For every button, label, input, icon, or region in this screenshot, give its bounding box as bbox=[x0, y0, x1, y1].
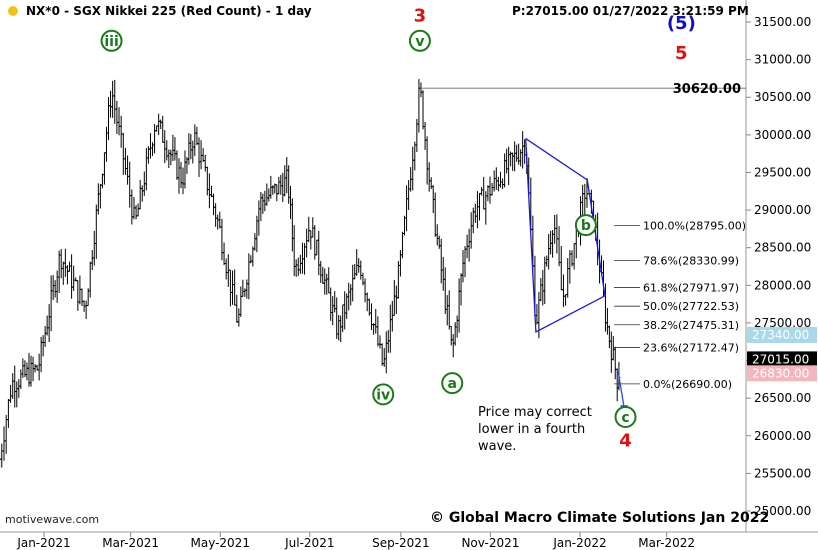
wave-label: 5 bbox=[675, 43, 688, 64]
chart-frame bbox=[0, 0, 818, 533]
fib-level-label: 23.6%(27172.47) bbox=[643, 342, 739, 355]
wave-label: 4 bbox=[619, 431, 632, 452]
wave-label: iii bbox=[104, 34, 118, 50]
price-tag-box bbox=[747, 365, 817, 382]
x-tick-label: Nov-2021 bbox=[461, 536, 519, 550]
price-tag-label: 27015.00 bbox=[752, 352, 809, 366]
symbol-status-dot bbox=[8, 6, 18, 16]
fib-level-label: 78.6%(28330.99) bbox=[643, 254, 739, 267]
annotation-line-2: lower in a fourth bbox=[478, 422, 585, 437]
triangle-pattern bbox=[525, 138, 606, 334]
fib-level-label: 100.0%(28795.00) bbox=[643, 219, 746, 232]
x-tick-label: Sep-2021 bbox=[372, 536, 430, 550]
y-tick-label: 29000.00 bbox=[754, 203, 811, 217]
y-tick-label: 31500.00 bbox=[754, 15, 811, 29]
wave-label-circle bbox=[100, 29, 123, 52]
price-bars bbox=[0, 79, 621, 468]
y-tick-label: 30000.00 bbox=[754, 128, 811, 142]
fib-level-label: 38.2%(27475.31) bbox=[643, 319, 739, 332]
y-tick-label: 28500.00 bbox=[754, 241, 811, 255]
wave-label: v bbox=[415, 34, 424, 50]
wave-label-circle bbox=[441, 372, 464, 395]
price-tag-label: 27340.00 bbox=[752, 328, 809, 342]
y-tick-label: 26500.00 bbox=[754, 391, 811, 405]
y-tick-label: 25000.00 bbox=[754, 504, 811, 518]
watermark-left: motivewave.com bbox=[5, 513, 99, 526]
annotation-line-3: wave. bbox=[478, 439, 516, 454]
wave-label: (5) bbox=[667, 13, 696, 34]
x-tick-label: Jul-2021 bbox=[284, 536, 334, 550]
wave-label: b bbox=[581, 218, 591, 234]
y-tick-label: 25500.00 bbox=[754, 466, 811, 480]
y-tick-label: 28000.00 bbox=[754, 278, 811, 292]
wave-label: iv bbox=[376, 387, 390, 403]
price-tag-label: 26830.00 bbox=[752, 366, 809, 380]
copyright-text: © Global Macro Climate Solutions Jan 202… bbox=[430, 510, 769, 526]
wave-label-circle bbox=[372, 383, 395, 406]
y-tick-label: 26000.00 bbox=[754, 429, 811, 443]
price-tag-box bbox=[747, 326, 817, 343]
wave-label-circle bbox=[408, 29, 431, 52]
fib-level-label: 50.0%(27722.53) bbox=[643, 300, 739, 313]
fib-level-label: 61.8%(27971.97) bbox=[643, 281, 739, 294]
y-tick-label: 31000.00 bbox=[754, 53, 811, 67]
wave-label: c bbox=[621, 410, 629, 426]
x-tick-label: Jan-2021 bbox=[16, 536, 70, 550]
y-tick-label: 27500.00 bbox=[754, 316, 811, 330]
y-tick-label: 29500.00 bbox=[754, 165, 811, 179]
resistance-label: 30620.00 bbox=[673, 82, 741, 97]
price-tag-box bbox=[747, 351, 817, 368]
y-axis: 25000.0025500.0026000.0026500.0027000.00… bbox=[746, 15, 811, 518]
fib-level-label: 0.0%(26690.00) bbox=[643, 378, 732, 391]
y-tick-label: 30500.00 bbox=[754, 90, 811, 104]
wave-label-circle bbox=[614, 405, 637, 428]
wave-labels: iii iv v 3 a b c 4 (5) 5 bbox=[100, 5, 696, 452]
chart-overlays: 30620.00 100.0%(28795.00) 78.6%(28330.99) 6… bbox=[419, 82, 746, 414]
wave-label: 3 bbox=[414, 5, 427, 26]
wave-label: a bbox=[448, 376, 457, 392]
x-tick-label: Mar-2021 bbox=[102, 536, 159, 550]
annotation-line-1: Price may correct bbox=[478, 405, 592, 420]
chart-title: NX*0 - SGX Nikkei 225 (Red Count) - 1 da… bbox=[26, 4, 312, 18]
projection-arrow bbox=[617, 371, 625, 408]
price-time-readout: P:27015.00 01/27/2022 3:21:59 PM bbox=[512, 4, 749, 18]
x-tick-label: Mar-2022 bbox=[638, 536, 695, 550]
wave-label-circle bbox=[574, 214, 597, 237]
x-tick-label: May-2021 bbox=[190, 536, 249, 550]
x-tick-label: Jan-2022 bbox=[552, 536, 606, 550]
x-axis: Jan-2021 Mar-2021 May-2021 Jul-2021 Sep-2021… bbox=[16, 532, 695, 550]
